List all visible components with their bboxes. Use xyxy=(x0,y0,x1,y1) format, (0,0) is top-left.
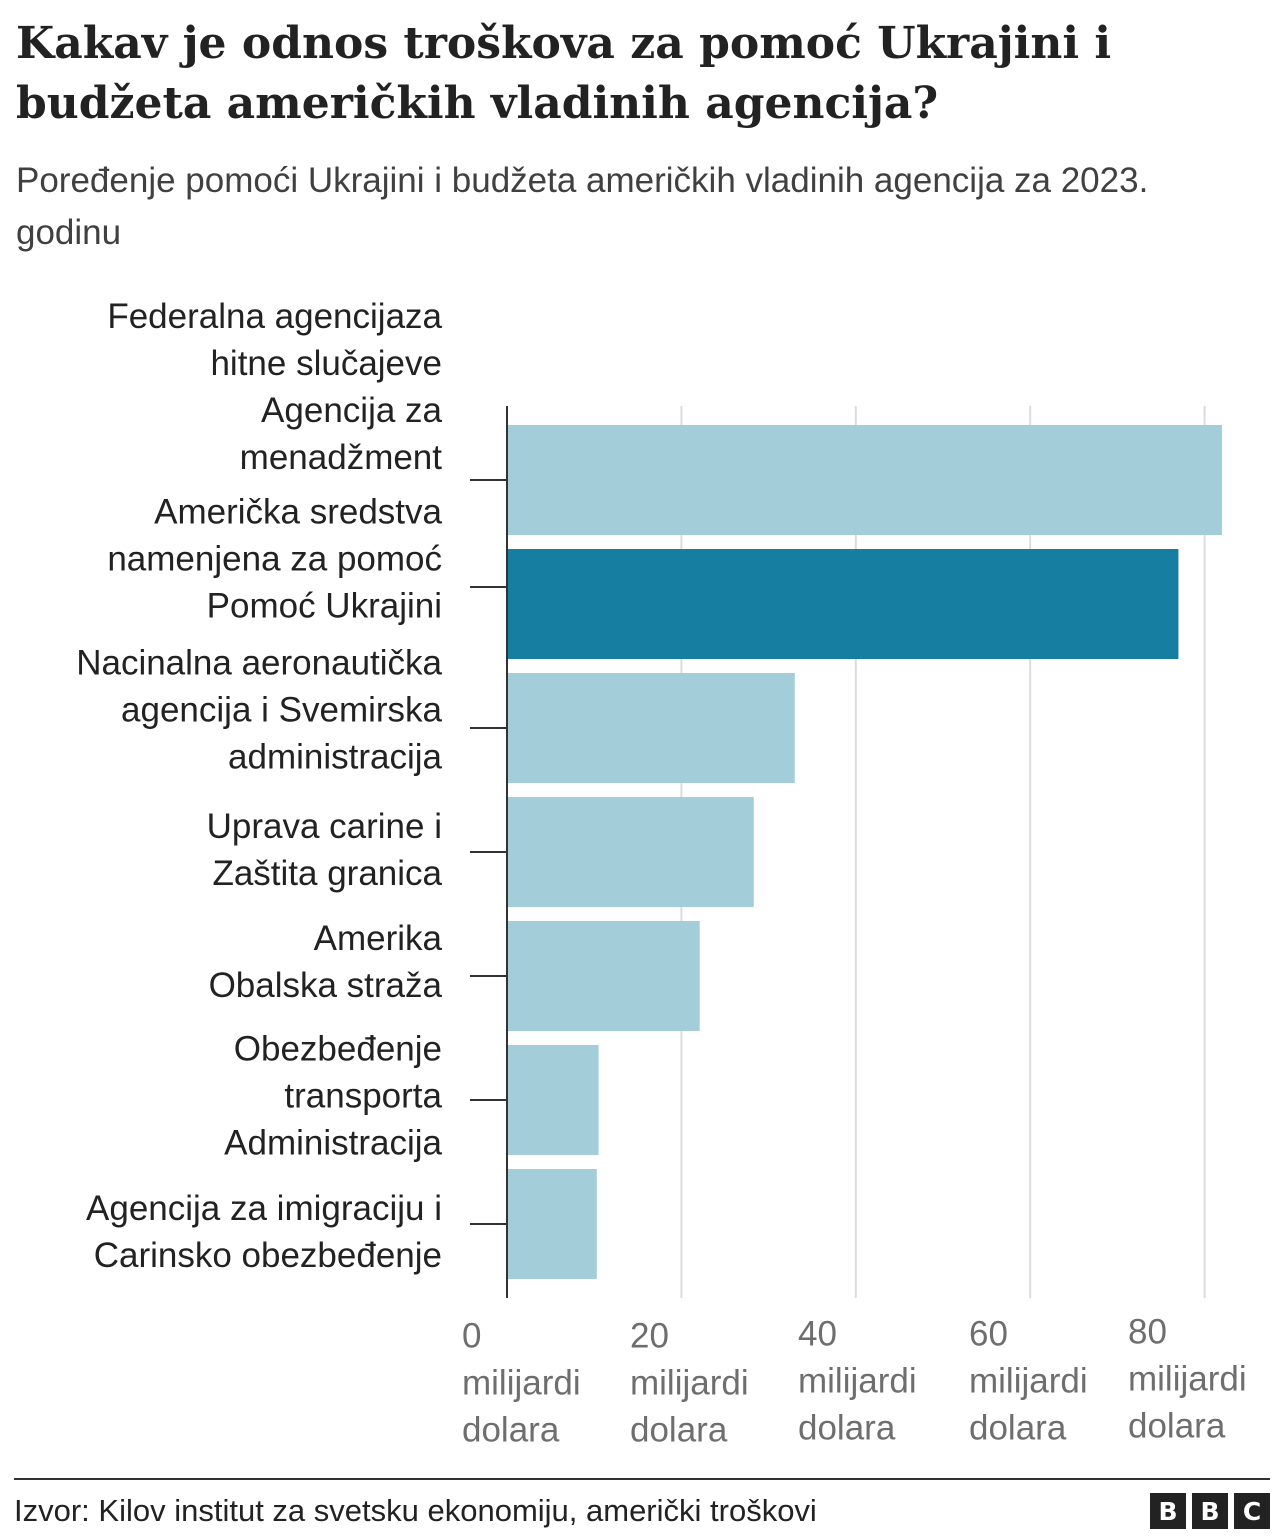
footer-divider xyxy=(14,1478,1270,1480)
bar xyxy=(507,797,754,907)
bbc-logo: B B C xyxy=(1150,1493,1270,1529)
bar xyxy=(507,1169,597,1279)
category-label: Zaštita granica xyxy=(212,854,442,893)
category-label: Obezbeđenje xyxy=(234,1029,442,1068)
x-tick-label: milijardi xyxy=(798,1361,917,1400)
bar xyxy=(507,921,700,1031)
x-tick-label: milijardi xyxy=(462,1363,581,1402)
x-tick-label: 20 xyxy=(630,1316,669,1355)
category-label: Uprava carine i xyxy=(207,807,442,846)
x-tick-label: 40 xyxy=(798,1314,837,1353)
x-tick-label: dolara xyxy=(462,1410,560,1449)
category-label: transporta xyxy=(284,1076,442,1115)
category-label: namenjena za pomoć xyxy=(107,539,442,578)
category-label: Agencija za xyxy=(261,391,442,430)
x-tick-label: 60 xyxy=(969,1314,1008,1353)
x-tick-label: dolara xyxy=(630,1410,728,1449)
logo-letter-b1: B xyxy=(1150,1493,1186,1529)
category-label: Nacinalna aeronautička xyxy=(76,643,442,682)
x-tick-label: milijardi xyxy=(1128,1359,1247,1398)
bar xyxy=(507,673,795,783)
category-label: Obalska straža xyxy=(209,966,443,1005)
x-tick-label: milijardi xyxy=(969,1361,1088,1400)
category-label: Carinsko obezbeđenje xyxy=(94,1236,442,1275)
x-tick-label: dolara xyxy=(969,1408,1067,1447)
x-tick-label: dolara xyxy=(1128,1406,1226,1445)
chart-subtitle: Poređenje pomoći Ukrajini i budžeta amer… xyxy=(16,161,1149,252)
bar xyxy=(507,1045,599,1155)
x-tick-label: milijardi xyxy=(630,1363,749,1402)
bar xyxy=(507,425,1223,535)
x-tick-label: 0 xyxy=(462,1316,481,1355)
category-label: Federalna agencijaza xyxy=(107,297,442,336)
source-note: Izvor: Kilov institut za svetsku ekonomi… xyxy=(14,1493,817,1528)
x-tick-label: dolara xyxy=(798,1408,896,1447)
category-label: Pomoć Ukrajini xyxy=(207,586,442,625)
category-label: Amerika xyxy=(314,919,443,958)
chart-title: Kakav je odnos troškova za pomoć Ukrajin… xyxy=(16,18,1112,129)
category-label: Američka sredstva xyxy=(154,492,442,531)
category-label: menadžment xyxy=(240,438,443,477)
category-label: hitne slučajeve xyxy=(210,344,442,383)
category-label: administracija xyxy=(228,737,442,776)
category-label: agencija i Svemirska xyxy=(121,690,442,729)
logo-letter-c: C xyxy=(1234,1493,1270,1529)
category-label: Administracija xyxy=(224,1123,442,1162)
bar-highlight xyxy=(507,549,1179,659)
bar-chart: Federalna agencijaza hitne slučajeve Agenc… xyxy=(76,297,1247,1450)
category-label: Agencija za imigraciju i xyxy=(86,1189,442,1228)
logo-letter-b2: B xyxy=(1192,1493,1228,1529)
x-tick-label: 80 xyxy=(1128,1312,1167,1351)
